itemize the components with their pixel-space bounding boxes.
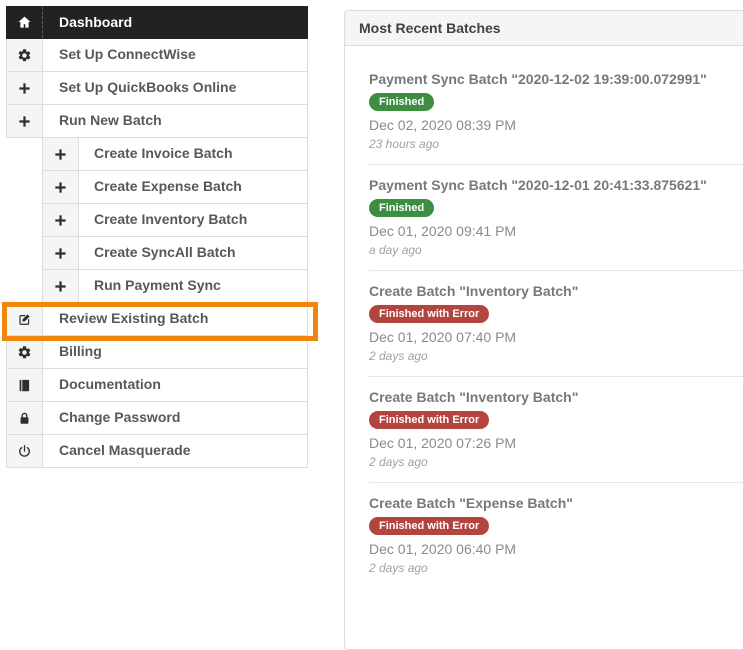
plus-icon	[43, 237, 79, 269]
batch-title[interactable]: Create Batch "Inventory Batch"	[369, 389, 579, 405]
status-badge: Finished with Error	[369, 517, 490, 535]
sidebar-item-label: Billing	[59, 343, 102, 359]
status-badge: Finished	[369, 93, 435, 111]
sidebar-item-label: Review Existing Batch	[59, 310, 209, 326]
badge-line: Finished	[369, 92, 743, 111]
sidebar-item-create-invoice-batch[interactable]: Create Invoice Batch	[42, 138, 308, 171]
batch-title[interactable]: Create Batch "Inventory Batch"	[369, 283, 579, 299]
sidebar-item-run-new-batch[interactable]: Run New Batch	[6, 105, 308, 138]
sidebar-item-label: Run Payment Sync	[94, 277, 221, 293]
sidebar-item-label: Create SyncAll Batch	[94, 244, 236, 260]
sidebar-item-dashboard[interactable]: Dashboard	[6, 6, 308, 39]
status-badge: Finished	[369, 199, 435, 217]
batch-relative-time: 2 days ago	[369, 349, 428, 363]
plus-icon	[7, 105, 43, 137]
batch-date: Dec 01, 2020 06:40 PM	[369, 541, 517, 557]
batch-relative-time: 2 days ago	[369, 561, 428, 575]
batch-list-item: Create Batch "Inventory Batch" Finished w…	[369, 270, 743, 376]
home-icon	[7, 7, 43, 38]
plus-icon	[43, 171, 79, 203]
sidebar-item-label: Run New Batch	[59, 112, 162, 128]
plus-icon	[7, 72, 43, 104]
badge-line: Finished with Error	[369, 410, 743, 429]
batch-relative-time: a day ago	[369, 243, 422, 257]
batch-list: Payment Sync Batch "2020-12-02 19:39:00.…	[345, 46, 743, 588]
batch-list-item: Payment Sync Batch "2020-12-01 20:41:33.…	[369, 164, 743, 270]
sidebar-nav: Dashboard Set Up ConnectWise Set Up QuickB…	[6, 6, 308, 468]
edit-icon	[7, 303, 43, 335]
sidebar-item-label: Cancel Masquerade	[59, 442, 191, 458]
sidebar-item-review-existing-batch[interactable]: Review Existing Batch	[6, 303, 308, 336]
batch-title[interactable]: Payment Sync Batch "2020-12-01 20:41:33.…	[369, 177, 707, 193]
badge-line: Finished with Error	[369, 304, 743, 323]
panel-title: Most Recent Batches	[345, 11, 743, 46]
batch-relative-time: 2 days ago	[369, 455, 428, 469]
lock-icon	[7, 402, 43, 434]
badge-line: Finished	[369, 198, 743, 217]
badge-line: Finished with Error	[369, 516, 743, 535]
sidebar-item-label: Set Up ConnectWise	[59, 46, 196, 62]
book-icon	[7, 369, 43, 401]
batch-date: Dec 01, 2020 07:26 PM	[369, 435, 517, 451]
sidebar-item-create-syncall-batch[interactable]: Create SyncAll Batch	[42, 237, 308, 270]
sidebar-item-label: Dashboard	[59, 14, 133, 30]
batch-list-item: Payment Sync Batch "2020-12-02 19:39:00.…	[369, 59, 743, 164]
batch-title[interactable]: Payment Sync Batch "2020-12-02 19:39:00.…	[369, 71, 707, 87]
sidebar-item-create-inventory-batch[interactable]: Create Inventory Batch	[42, 204, 308, 237]
sidebar-item-label: Create Expense Batch	[94, 178, 242, 194]
batch-date: Dec 01, 2020 09:41 PM	[369, 223, 517, 239]
batch-list-item: Create Batch "Expense Batch" Finished wit…	[369, 482, 743, 588]
sidebar-item-cancel-masquerade[interactable]: Cancel Masquerade	[6, 435, 308, 468]
plus-icon	[43, 204, 79, 236]
gear-icon	[7, 336, 43, 368]
sidebar-item-change-password[interactable]: Change Password	[6, 402, 308, 435]
plus-icon	[43, 138, 79, 170]
sidebar-item-documentation[interactable]: Documentation	[6, 369, 308, 402]
batch-date: Dec 02, 2020 08:39 PM	[369, 117, 517, 133]
plus-icon	[43, 270, 79, 302]
status-badge: Finished with Error	[369, 411, 490, 429]
batch-title[interactable]: Create Batch "Expense Batch"	[369, 495, 573, 511]
sidebar-item-label: Create Inventory Batch	[94, 211, 248, 227]
sidebar-item-set-up-quickbooks-online[interactable]: Set Up QuickBooks Online	[6, 72, 308, 105]
sidebar-item-billing[interactable]: Billing	[6, 336, 308, 369]
status-badge: Finished with Error	[369, 305, 490, 323]
sidebar-item-label: Set Up QuickBooks Online	[59, 79, 237, 95]
power-icon	[7, 435, 43, 467]
recent-batches-panel: Most Recent Batches Payment Sync Batch "…	[344, 10, 743, 650]
batch-relative-time: 23 hours ago	[369, 137, 440, 151]
sidebar-item-label: Documentation	[59, 376, 161, 392]
sidebar-item-create-expense-batch[interactable]: Create Expense Batch	[42, 171, 308, 204]
batch-list-item: Create Batch "Inventory Batch" Finished w…	[369, 376, 743, 482]
gear-icon	[7, 39, 43, 71]
sidebar-item-label: Create Invoice Batch	[94, 145, 233, 161]
sidebar-item-run-payment-sync[interactable]: Run Payment Sync	[42, 270, 308, 303]
sidebar-item-set-up-connectwise[interactable]: Set Up ConnectWise	[6, 39, 308, 72]
batch-date: Dec 01, 2020 07:40 PM	[369, 329, 517, 345]
sidebar-item-label: Change Password	[59, 409, 181, 425]
